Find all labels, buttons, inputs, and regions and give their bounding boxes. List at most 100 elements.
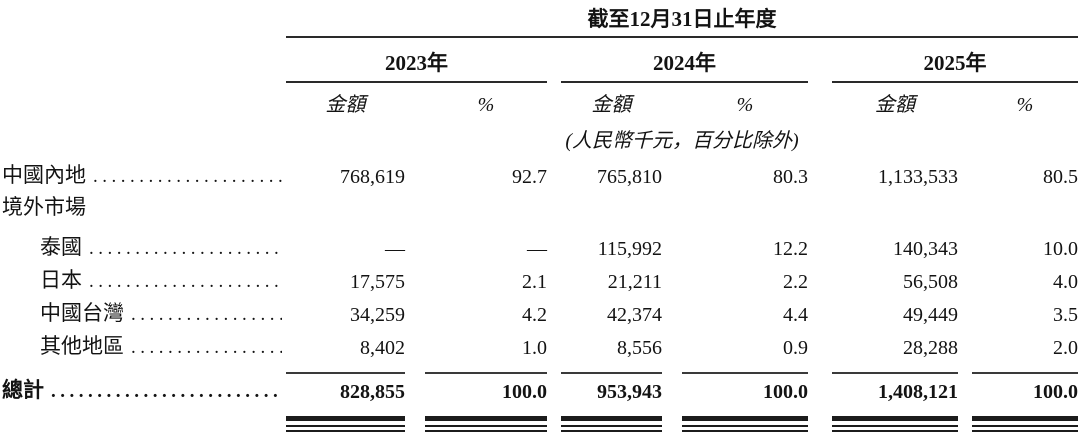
percent-cell-2024: 2.2: [783, 271, 808, 293]
total-rule-thick: [561, 416, 662, 421]
dot-leader: [93, 164, 282, 188]
section-row: 境外市場: [0, 192, 1080, 222]
table-row: 泰國 — — 115,992 12.2 140,343 10.0: [0, 232, 1080, 264]
percent-cell-2024: 80.3: [773, 166, 808, 188]
period-header-row: 截至12月31日止年度: [0, 0, 1080, 38]
amount-header-2025: 金額: [875, 94, 915, 116]
percent-cell-2023: 1.0: [522, 337, 547, 359]
row-label: 中國內地: [0, 164, 286, 192]
subtotal-rule: [972, 372, 1078, 374]
amount-header-2023: 金額: [325, 94, 366, 116]
row-label: 其他地區: [0, 335, 286, 363]
dot-leader: [131, 335, 282, 359]
row-label-text: 中國內地: [2, 163, 86, 187]
percent-cell-2023: 92.7: [512, 166, 547, 188]
total-rule-thick: [286, 416, 405, 421]
total-rule: [561, 416, 662, 432]
amount-cell-2025: 28,288: [903, 337, 958, 359]
total-rule-thick: [682, 416, 808, 421]
year-header-2024: 2024年: [561, 51, 808, 83]
total-rule-thick: [972, 416, 1078, 421]
subtotal-rule-row: [0, 372, 1080, 374]
dot-leader: [89, 269, 282, 293]
total-rule: [832, 416, 958, 432]
percent-cell-2023: 4.2: [522, 304, 547, 326]
subtotal-rule: [561, 372, 662, 374]
unit-note: (人民幣千元，百分比除外): [565, 130, 799, 152]
total-rule-double: [425, 425, 547, 432]
amount-cell-2025: 140,343: [893, 238, 958, 260]
row-label-text: 其他地區: [40, 334, 124, 358]
percent-cell-2025: 10.0: [1043, 238, 1078, 260]
section-label-text: 境外市場: [2, 195, 86, 219]
row-label-text: 泰國: [40, 235, 82, 259]
amount-cell-2025: 49,449: [903, 304, 958, 326]
year-header-row: 2023年 2024年 2025年: [0, 51, 1080, 83]
amount-cell-2023: 34,259: [350, 304, 405, 326]
amount-cell-2025: 56,508: [903, 271, 958, 293]
amount-cell-2023: 768,619: [340, 166, 405, 188]
total-percent-2024: 100.0: [763, 381, 808, 403]
total-rule-double: [972, 425, 1078, 432]
amount-cell-2025: 1,133,533: [878, 166, 958, 188]
percent-header-2025: %: [1016, 94, 1034, 116]
period-header: 截至12月31日止年度: [286, 0, 1078, 38]
subtotal-rule: [832, 372, 958, 374]
total-rule-double: [832, 425, 958, 432]
percent-cell-2024: 0.9: [783, 337, 808, 359]
row-label: 中國台灣: [0, 302, 286, 330]
table-row: 日本 17,575 2.1 21,211 2.2 56,508 4.0: [0, 264, 1080, 297]
subtotal-rule: [682, 372, 808, 374]
amount-cell-2023: —: [385, 238, 405, 260]
total-rule: [972, 416, 1078, 432]
table-row: 其他地區 8,402 1.0 8,556 0.9 28,288 2.0: [0, 330, 1080, 363]
amount-header-2024: 金額: [591, 94, 632, 116]
subheader-row: 金額 % 金額 % 金額 %: [0, 93, 1080, 117]
table-row: 中國內地 768,619 92.7 765,810 80.3 1,133,533…: [0, 162, 1080, 192]
percent-cell-2023: —: [527, 238, 547, 260]
total-percent-2025: 100.0: [1033, 381, 1078, 403]
section-label: 境外市場: [0, 196, 286, 222]
row-label: 泰國: [0, 236, 286, 264]
row-label-text: 中國台灣: [40, 301, 124, 325]
total-rule-double: [682, 425, 808, 432]
percent-cell-2024: 12.2: [773, 238, 808, 260]
dot-leader: [51, 379, 282, 403]
subtotal-rule: [286, 372, 405, 374]
total-amount-2024: 953,943: [597, 381, 662, 403]
percent-cell-2025: 4.0: [1053, 271, 1078, 293]
percent-cell-2025: 2.0: [1053, 337, 1078, 359]
total-rule-double: [286, 425, 405, 432]
amount-cell-2024: 8,556: [617, 337, 662, 359]
total-row: 總計 828,855 100.0 953,943 100.0 1,408,121…: [0, 374, 1080, 408]
percent-cell-2024: 4.4: [783, 304, 808, 326]
total-amount-2023: 828,855: [340, 381, 405, 403]
total-label: 總計: [0, 379, 286, 408]
total-rule: [682, 416, 808, 432]
amount-cell-2024: 115,992: [597, 238, 662, 260]
amount-cell-2024: 21,211: [607, 271, 662, 293]
total-rule: [425, 416, 547, 432]
amount-cell-2024: 765,810: [597, 166, 662, 188]
total-percent-2023: 100.0: [502, 381, 547, 403]
percent-cell-2023: 2.1: [522, 271, 547, 293]
dot-leader: [131, 302, 282, 326]
total-rule: [286, 416, 405, 432]
row-label: 日本: [0, 269, 286, 297]
total-label-text: 總計: [2, 378, 44, 402]
row-label-text: 日本: [40, 268, 82, 292]
year-header-2025: 2025年: [832, 51, 1078, 83]
total-amount-2025: 1,408,121: [878, 381, 958, 403]
percent-header-2023: %: [477, 94, 495, 116]
percent-cell-2025: 3.5: [1053, 304, 1078, 326]
percent-cell-2025: 80.5: [1043, 166, 1078, 188]
unit-note-row: (人民幣千元，百分比除外): [0, 128, 1080, 154]
total-rule-double: [561, 425, 662, 432]
subtotal-rule: [425, 372, 547, 374]
total-rule-row: [0, 416, 1080, 432]
percent-header-2024: %: [736, 94, 754, 116]
dot-leader: [89, 236, 282, 260]
total-rule-thick: [832, 416, 958, 421]
year-header-2023: 2023年: [286, 51, 547, 83]
